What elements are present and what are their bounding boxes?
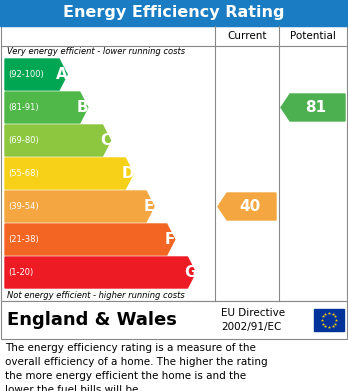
Bar	[1, 301, 347, 339]
Text: B: B	[77, 100, 89, 115]
Text: Current: Current	[227, 31, 267, 41]
Text: E: E	[144, 199, 154, 214]
Polygon shape	[5, 158, 133, 189]
Bar	[1, 26, 347, 301]
Bar	[314, 309, 344, 331]
Polygon shape	[281, 94, 345, 121]
Text: (39-54): (39-54)	[8, 202, 39, 211]
Text: EU Directive
2002/91/EC: EU Directive 2002/91/EC	[221, 308, 285, 332]
Text: (69-80): (69-80)	[8, 136, 39, 145]
Text: 81: 81	[306, 100, 326, 115]
Text: (92-100): (92-100)	[8, 70, 44, 79]
Polygon shape	[5, 92, 88, 123]
Text: C: C	[100, 133, 111, 148]
Text: (55-68): (55-68)	[8, 169, 39, 178]
Polygon shape	[5, 257, 196, 288]
Bar	[0, 0, 348, 26]
Text: The energy efficiency rating is a measure of the
overall efficiency of a home. T: The energy efficiency rating is a measur…	[5, 343, 268, 391]
Text: 40: 40	[239, 199, 261, 214]
Polygon shape	[5, 224, 175, 255]
Text: D: D	[122, 166, 135, 181]
Text: (81-91): (81-91)	[8, 103, 39, 112]
Bar	[1, 301, 347, 339]
Text: Very energy efficient - lower running costs: Very energy efficient - lower running co…	[7, 47, 185, 57]
Text: England & Wales: England & Wales	[7, 311, 177, 329]
Polygon shape	[5, 191, 154, 222]
Polygon shape	[5, 125, 111, 156]
Text: A: A	[56, 67, 68, 82]
Polygon shape	[5, 59, 67, 90]
Polygon shape	[218, 193, 276, 220]
Text: (21-38): (21-38)	[8, 235, 39, 244]
Text: Not energy efficient - higher running costs: Not energy efficient - higher running co…	[7, 291, 185, 300]
Text: (1-20): (1-20)	[8, 268, 33, 277]
Text: Potential: Potential	[290, 31, 336, 41]
Text: F: F	[165, 232, 175, 247]
Text: Energy Efficiency Rating: Energy Efficiency Rating	[63, 5, 285, 20]
Text: G: G	[184, 265, 197, 280]
